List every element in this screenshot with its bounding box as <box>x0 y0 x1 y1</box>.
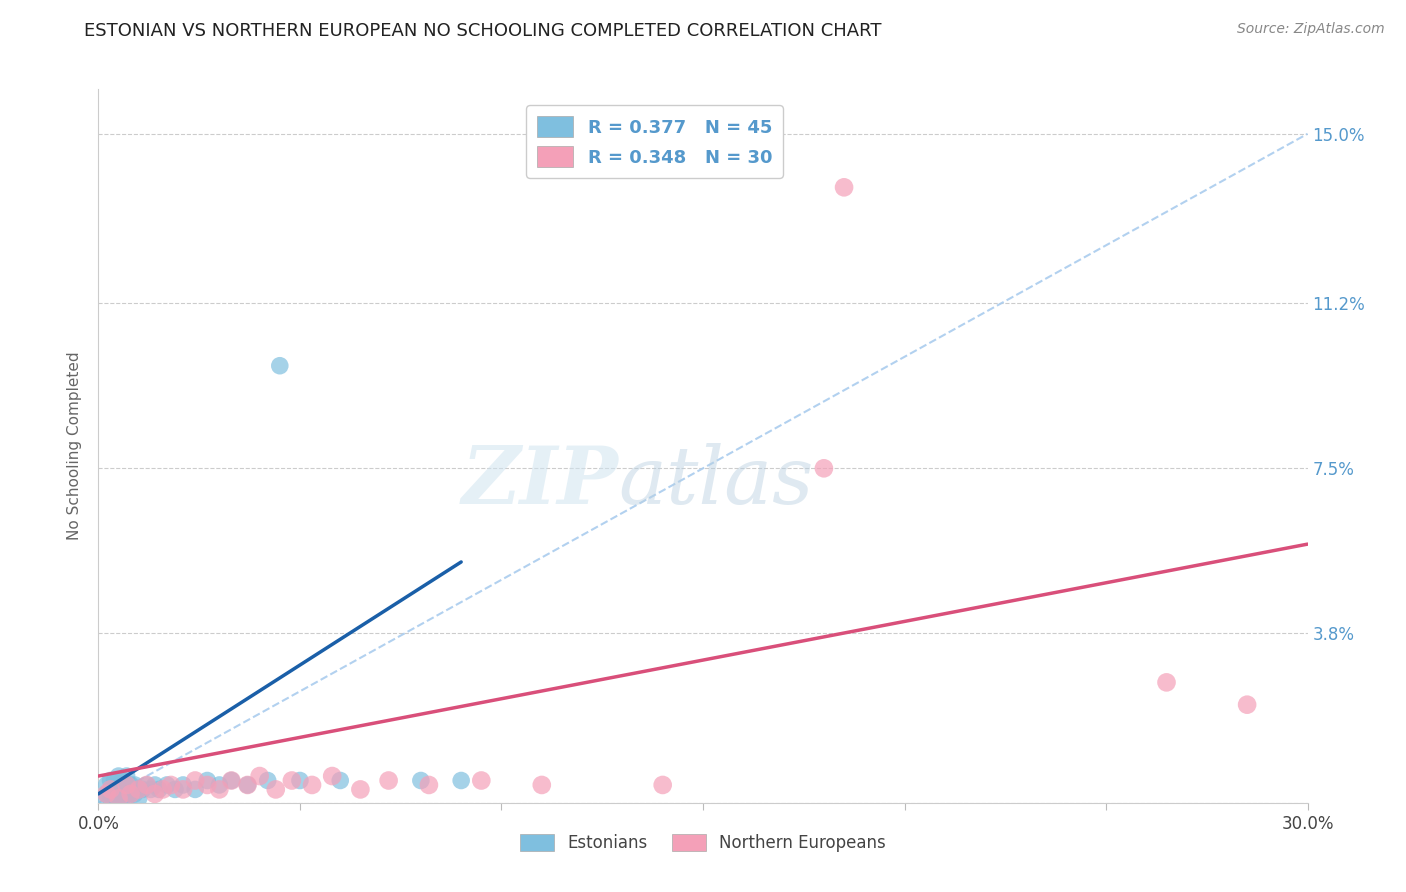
Point <box>128 782 150 797</box>
Point <box>221 773 243 788</box>
Point <box>120 787 142 801</box>
Point <box>184 773 207 788</box>
Text: ESTONIAN VS NORTHERN EUROPEAN NO SCHOOLING COMPLETED CORRELATION CHART: ESTONIAN VS NORTHERN EUROPEAN NO SCHOOLI… <box>84 22 882 40</box>
Point <box>128 782 150 797</box>
Point <box>172 778 194 792</box>
Point <box>111 773 134 788</box>
Point <box>120 778 142 792</box>
Point <box>143 778 166 792</box>
Point <box>115 791 138 805</box>
Point <box>100 782 122 797</box>
Point <box>651 778 673 792</box>
Point <box>135 778 157 792</box>
Point <box>111 791 134 805</box>
Point <box>103 782 125 797</box>
Text: Source: ZipAtlas.com: Source: ZipAtlas.com <box>1237 22 1385 37</box>
Point <box>256 773 278 788</box>
Point <box>100 773 122 788</box>
Point <box>96 787 118 801</box>
Point <box>107 787 129 801</box>
Point <box>301 778 323 792</box>
Point <box>115 787 138 801</box>
Point <box>107 791 129 805</box>
Point <box>288 773 311 788</box>
Point <box>184 782 207 797</box>
Point <box>152 782 174 797</box>
Point <box>409 773 432 788</box>
Point <box>160 778 183 792</box>
Point <box>107 778 129 792</box>
Point <box>115 778 138 792</box>
Point <box>124 778 146 792</box>
Point <box>269 359 291 373</box>
Point <box>172 782 194 797</box>
Legend: Estonians, Northern Europeans: Estonians, Northern Europeans <box>513 827 893 859</box>
Point <box>100 787 122 801</box>
Point <box>135 778 157 792</box>
Point <box>530 778 553 792</box>
Point <box>329 773 352 788</box>
Point <box>221 773 243 788</box>
Point <box>195 778 218 792</box>
Point <box>236 778 259 792</box>
Point <box>91 791 114 805</box>
Y-axis label: No Schooling Completed: No Schooling Completed <box>67 351 83 541</box>
Point <box>120 787 142 801</box>
Point <box>115 769 138 783</box>
Point <box>103 791 125 805</box>
Point <box>100 791 122 805</box>
Point <box>107 791 129 805</box>
Point <box>236 778 259 792</box>
Point <box>163 782 186 797</box>
Point <box>377 773 399 788</box>
Point <box>208 782 231 797</box>
Point <box>111 782 134 797</box>
Point <box>107 769 129 783</box>
Point <box>139 782 162 797</box>
Point <box>96 787 118 801</box>
Point <box>281 773 304 788</box>
Point <box>832 180 855 194</box>
Point <box>103 773 125 788</box>
Point <box>249 769 271 783</box>
Point <box>264 782 287 797</box>
Point <box>1236 698 1258 712</box>
Point <box>115 778 138 792</box>
Point <box>195 773 218 788</box>
Point <box>124 787 146 801</box>
Text: atlas: atlas <box>619 443 814 520</box>
Point <box>321 769 343 783</box>
Point <box>132 782 155 797</box>
Point <box>128 791 150 805</box>
Point <box>470 773 492 788</box>
Point <box>148 782 170 797</box>
Point <box>143 787 166 801</box>
Point <box>100 782 122 797</box>
Point <box>349 782 371 797</box>
Point <box>96 778 118 792</box>
Point <box>450 773 472 788</box>
Point <box>813 461 835 475</box>
Point <box>208 778 231 792</box>
Point <box>418 778 440 792</box>
Text: ZIP: ZIP <box>461 443 619 520</box>
Point <box>1156 675 1178 690</box>
Point <box>156 778 179 792</box>
